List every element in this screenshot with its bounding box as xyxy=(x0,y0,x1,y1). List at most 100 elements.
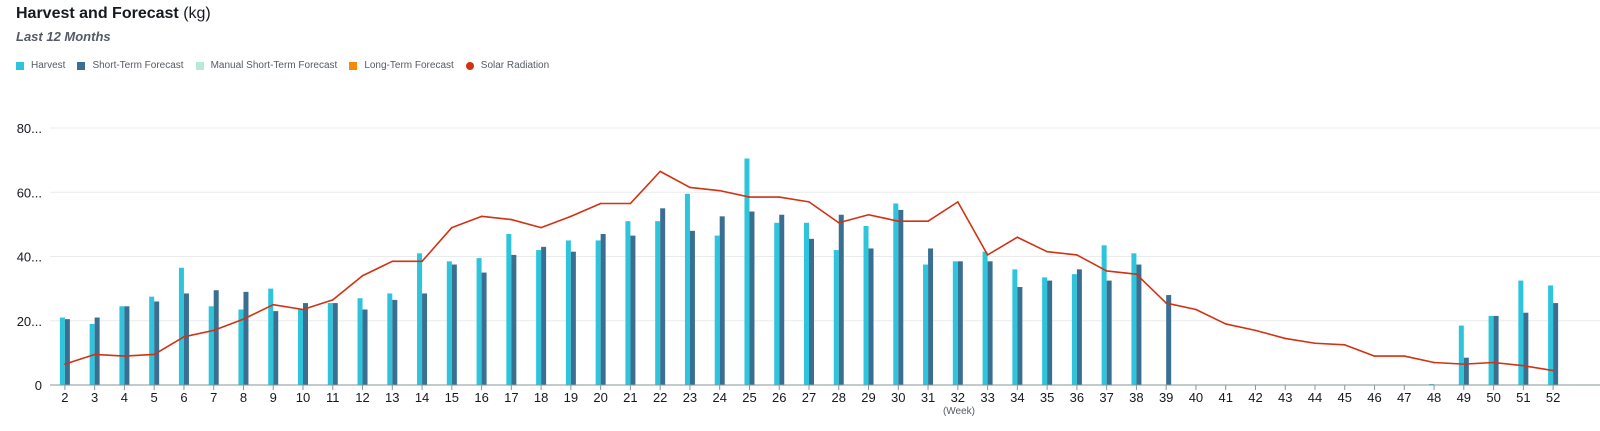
x-tick-label-week-49: 49 xyxy=(1457,390,1471,405)
x-tick-label-week-2: 2 xyxy=(61,390,68,405)
harvest-bar-week-5 xyxy=(149,296,155,385)
short-term-forecast-bar-week-5 xyxy=(154,301,160,385)
solar-radiation-point-week-36 xyxy=(1076,254,1078,256)
x-tick-label-week-16: 16 xyxy=(474,390,488,405)
solar-radiation-point-week-29 xyxy=(867,213,870,216)
harvest-bar-week-52 xyxy=(1548,285,1554,385)
legend-item-long-term-forecast[interactable]: Long-Term Forecast xyxy=(349,60,454,71)
x-tick-label-week-4: 4 xyxy=(121,390,128,405)
x-tick-label-week-51: 51 xyxy=(1516,390,1530,405)
solar-radiation-point-week-35 xyxy=(1046,250,1048,253)
x-tick-label-week-25: 25 xyxy=(742,390,756,405)
x-tick-label-week-23: 23 xyxy=(683,390,697,405)
short-term-forecast-bar-week-3 xyxy=(94,317,100,385)
y-tick-label: 80... xyxy=(17,121,42,136)
solar-radiation-point-week-11 xyxy=(331,299,334,301)
x-tick-label-week-19: 19 xyxy=(564,390,578,405)
short-term-forecast-bar-week-37 xyxy=(1106,280,1112,385)
x-tick-label-week-38: 38 xyxy=(1129,390,1143,405)
short-term-forecast-bar-week-8 xyxy=(243,291,249,385)
x-tick-label-week-50: 50 xyxy=(1486,390,1500,405)
solar-radiation-point-week-4 xyxy=(123,355,126,357)
x-tick-label-week-8: 8 xyxy=(240,390,247,405)
solar-radiation-point-week-22 xyxy=(659,170,661,173)
y-tick-label: 60... xyxy=(17,185,42,200)
chart-gridlines xyxy=(50,127,1600,322)
solar-radiation-point-week-42 xyxy=(1254,329,1257,332)
x-tick-label-week-52: 52 xyxy=(1546,390,1560,405)
short-term-forecast-bar-week-39 xyxy=(1166,295,1172,385)
solar-radiation-point-week-17 xyxy=(510,218,513,221)
x-tick-label-week-5: 5 xyxy=(151,390,158,405)
solar-radiation-point-week-28 xyxy=(837,221,840,224)
legend-item-short-term-forecast[interactable]: Short-Term Forecast xyxy=(77,60,184,71)
x-tick-label-week-45: 45 xyxy=(1338,390,1352,405)
harvest-bar-week-25 xyxy=(744,158,750,385)
short-term-forecast-bar-week-18 xyxy=(541,246,547,385)
x-tick-label-week-20: 20 xyxy=(593,390,607,405)
harvest-bar-week-38 xyxy=(1131,253,1137,385)
short-term-forecast-bar-week-6 xyxy=(183,293,189,385)
harvest-bar-week-16 xyxy=(476,258,482,385)
solar-radiation-point-week-23 xyxy=(689,186,691,189)
x-tick-label-week-9: 9 xyxy=(270,390,277,405)
solar-radiation-point-week-19 xyxy=(570,215,572,218)
solar-radiation-point-week-18 xyxy=(540,226,542,229)
x-tick-label-week-10: 10 xyxy=(296,390,310,405)
short-term-forecast-bar-week-20 xyxy=(600,234,606,385)
short-term-forecast-bar-week-52 xyxy=(1553,303,1559,385)
x-tick-label-week-30: 30 xyxy=(891,390,905,405)
solar-radiation-point-week-25 xyxy=(748,196,751,198)
short-term-forecast-bar-week-30 xyxy=(898,209,904,385)
short-term-forecast-bar-week-51 xyxy=(1523,312,1529,385)
harvest-bar-week-23 xyxy=(684,193,690,385)
harvest-bar-week-8 xyxy=(238,309,244,385)
x-tick-label-week-17: 17 xyxy=(504,390,518,405)
legend-label-long-term-forecast: Long-Term Forecast xyxy=(364,60,454,71)
short-term-forecast-bar-week-29 xyxy=(868,248,874,385)
solar-radiation-point-week-32 xyxy=(957,201,959,203)
x-tick-label-week-33: 33 xyxy=(980,390,994,405)
harvest-bar-week-6 xyxy=(178,267,184,385)
x-tick-label-week-29: 29 xyxy=(861,390,875,405)
solar-radiation-point-week-38 xyxy=(1135,273,1138,275)
short-term-forecast-bar-week-25 xyxy=(749,211,755,385)
x-tick-label-week-40: 40 xyxy=(1189,390,1203,405)
harvest-bar-week-10 xyxy=(298,309,303,385)
x-tick-label-week-6: 6 xyxy=(180,390,187,405)
legend-swatch-harvest xyxy=(16,61,24,70)
harvest-bar-week-26 xyxy=(774,222,780,385)
short-term-forecast-bar-week-50 xyxy=(1493,315,1499,385)
x-tick-label-week-35: 35 xyxy=(1040,390,1054,405)
x-tick-label-week-21: 21 xyxy=(623,390,637,405)
solar-radiation-point-week-46 xyxy=(1373,355,1376,357)
x-axis: 2 3 4 5 6 7 8 9 10 11 12 13 14 15 16 17 18 19 20 21 22 23 24 25… xyxy=(50,384,1600,405)
short-term-forecast-bar-week-35 xyxy=(1047,280,1053,385)
legend-swatch-solar-radiation xyxy=(465,61,474,70)
solar-radiation-point-week-30 xyxy=(897,220,900,222)
harvest-bar-week-33 xyxy=(982,251,988,385)
short-term-forecast-bar-week-19 xyxy=(570,251,576,385)
legend-item-manual-short-term-forecast[interactable]: Manual Short-Term Forecast xyxy=(195,60,337,71)
harvest-bar-week-28 xyxy=(833,250,839,385)
harvest-bar-week-2 xyxy=(59,317,65,385)
short-term-forecast-bar-week-17 xyxy=(511,254,517,385)
x-tick-label-week-15: 15 xyxy=(445,390,459,405)
harvest-bar-week-14 xyxy=(417,253,423,385)
y-tick-label: 40... xyxy=(17,250,42,265)
harvest-bar-week-35 xyxy=(1042,277,1048,385)
harvest-bar-week-37 xyxy=(1101,245,1107,385)
x-tick-label-week-36: 36 xyxy=(1070,390,1084,405)
harvest-bar-week-32 xyxy=(952,261,958,385)
solar-radiation-point-week-33 xyxy=(986,254,989,256)
short-term-forecast-bar-week-22 xyxy=(660,208,666,385)
legend-item-harvest[interactable]: Harvest xyxy=(16,60,65,71)
solar-radiation-point-week-16 xyxy=(480,215,483,218)
short-term-forecast-bar-week-14 xyxy=(422,293,428,385)
x-tick-label-week-44: 44 xyxy=(1308,390,1322,405)
legend-item-solar-radiation[interactable]: Solar Radiation xyxy=(465,60,549,71)
solar-radiation-point-week-41 xyxy=(1224,323,1227,325)
harvest-bar-week-17 xyxy=(506,234,512,385)
solar-radiation-point-week-8 xyxy=(242,318,245,320)
harvest-bar-week-49 xyxy=(1458,325,1464,385)
